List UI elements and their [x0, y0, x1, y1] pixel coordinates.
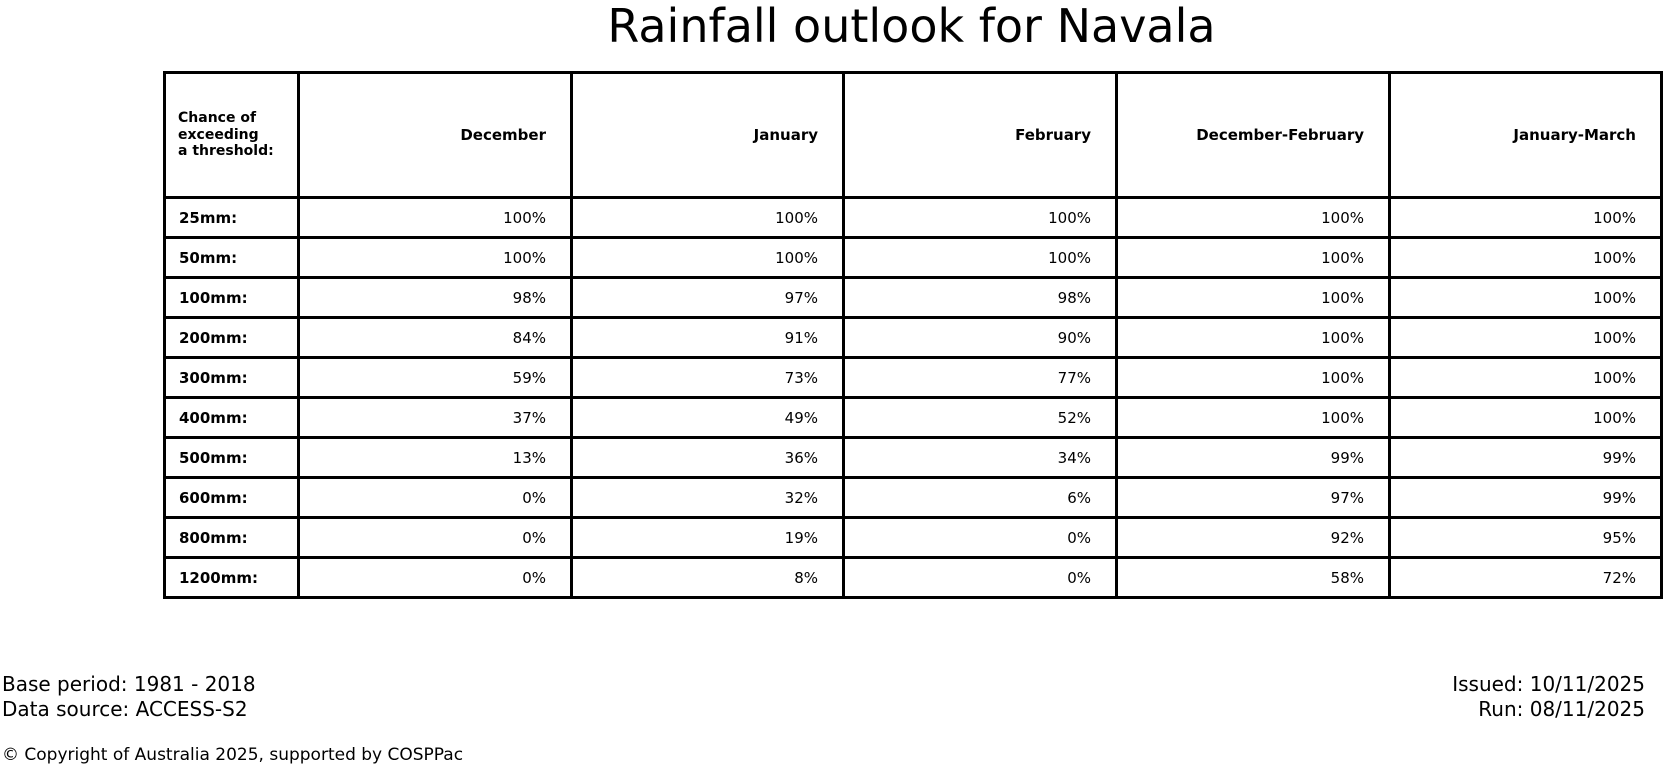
- probability-value: 92%: [1115, 516, 1391, 559]
- probability-value: 36%: [570, 436, 845, 479]
- table-row: 300mm: 59% 73% 77% 100% 100%: [163, 356, 1663, 399]
- corner-header: Chance of exceeding a threshold:: [163, 71, 300, 199]
- issued-text: Issued: 10/11/2025: [1452, 672, 1645, 696]
- header-row: Chance of exceeding a threshold: Decembe…: [163, 71, 1663, 199]
- probability-value: 0%: [297, 556, 573, 599]
- probability-value: 0%: [297, 516, 573, 559]
- probability-value: 72%: [1388, 556, 1663, 599]
- table-row: 800mm: 0% 19% 0% 92% 95%: [163, 516, 1663, 559]
- table-body: 25mm: 100% 100% 100% 100% 100% 50mm: 100% 100% 10…: [163, 196, 1663, 599]
- probability-value: 99%: [1388, 436, 1663, 479]
- probability-value: 100%: [1388, 196, 1663, 239]
- probability-value: 34%: [842, 436, 1118, 479]
- table-row: 200mm: 84% 91% 90% 100% 100%: [163, 316, 1663, 359]
- column-header-4: December-February: [1115, 71, 1391, 199]
- table-row: 50mm: 100% 100% 100% 100% 100%: [163, 236, 1663, 279]
- probability-value: 100%: [1115, 316, 1391, 359]
- probability-value: 97%: [1115, 476, 1391, 519]
- probability-value: 100%: [570, 236, 845, 279]
- column-header-3: February: [842, 71, 1118, 199]
- threshold-label: 200mm:: [163, 316, 300, 359]
- probability-value: 6%: [842, 476, 1118, 519]
- probability-value: 13%: [297, 436, 573, 479]
- column-header-5: January-March: [1388, 71, 1663, 199]
- table-row: 25mm: 100% 100% 100% 100% 100%: [163, 196, 1663, 239]
- table-row: 1200mm: 0% 8% 0% 58% 72%: [163, 556, 1663, 599]
- probability-value: 58%: [1115, 556, 1391, 599]
- probability-value: 8%: [570, 556, 845, 599]
- threshold-label: 500mm:: [163, 436, 300, 479]
- probability-value: 100%: [1115, 396, 1391, 439]
- probability-value: 100%: [842, 196, 1118, 239]
- table-row: 600mm: 0% 32% 6% 97% 99%: [163, 476, 1663, 519]
- table-row: 400mm: 37% 49% 52% 100% 100%: [163, 396, 1663, 439]
- threshold-label: 600mm:: [163, 476, 300, 519]
- rainfall-outlook-table: Chance of exceeding a threshold: Decembe…: [163, 71, 1663, 599]
- probability-value: 99%: [1115, 436, 1391, 479]
- probability-value: 37%: [297, 396, 573, 439]
- probability-value: 32%: [570, 476, 845, 519]
- probability-value: 0%: [842, 556, 1118, 599]
- probability-value: 100%: [842, 236, 1118, 279]
- probability-value: 100%: [1388, 276, 1663, 319]
- probability-value: 100%: [1115, 356, 1391, 399]
- threshold-label: 25mm:: [163, 196, 300, 239]
- threshold-label: 100mm:: [163, 276, 300, 319]
- column-header-1: December: [297, 71, 573, 199]
- footer-left: Base period: 1981 - 2018 Data source: AC…: [2, 672, 256, 722]
- probability-value: 100%: [1115, 196, 1391, 239]
- page-title: Rainfall outlook for Navala: [607, 0, 1216, 53]
- data-source-text: Data source: ACCESS-S2: [2, 697, 248, 721]
- run-text: Run: 08/11/2025: [1478, 697, 1645, 721]
- probability-value: 52%: [842, 396, 1118, 439]
- threshold-label: 300mm:: [163, 356, 300, 399]
- threshold-label: 1200mm:: [163, 556, 300, 599]
- probability-value: 99%: [1388, 476, 1663, 519]
- probability-value: 97%: [570, 276, 845, 319]
- base-period-text: Base period: 1981 - 2018: [2, 672, 256, 696]
- column-header-2: January: [570, 71, 845, 199]
- threshold-label: 400mm:: [163, 396, 300, 439]
- probability-value: 100%: [1388, 356, 1663, 399]
- probability-value: 90%: [842, 316, 1118, 359]
- probability-value: 100%: [297, 196, 573, 239]
- threshold-label: 800mm:: [163, 516, 300, 559]
- probability-value: 49%: [570, 396, 845, 439]
- probability-value: 84%: [297, 316, 573, 359]
- probability-value: 59%: [297, 356, 573, 399]
- probability-value: 100%: [570, 196, 845, 239]
- footer-right: Issued: 10/11/2025 Run: 08/11/2025: [1452, 672, 1645, 722]
- probability-value: 0%: [297, 476, 573, 519]
- probability-value: 95%: [1388, 516, 1663, 559]
- probability-value: 0%: [842, 516, 1118, 559]
- probability-value: 100%: [297, 236, 573, 279]
- probability-value: 98%: [842, 276, 1118, 319]
- probability-value: 100%: [1388, 396, 1663, 439]
- probability-value: 73%: [570, 356, 845, 399]
- probability-value: 100%: [1388, 236, 1663, 279]
- probability-value: 100%: [1388, 316, 1663, 359]
- copyright-text: © Copyright of Australia 2025, supported…: [2, 745, 464, 765]
- probability-value: 91%: [570, 316, 845, 359]
- threshold-label: 50mm:: [163, 236, 300, 279]
- table-row: 500mm: 13% 36% 34% 99% 99%: [163, 436, 1663, 479]
- table-row: 100mm: 98% 97% 98% 100% 100%: [163, 276, 1663, 319]
- probability-value: 77%: [842, 356, 1118, 399]
- probability-value: 98%: [297, 276, 573, 319]
- probability-value: 100%: [1115, 236, 1391, 279]
- probability-value: 100%: [1115, 276, 1391, 319]
- probability-value: 19%: [570, 516, 845, 559]
